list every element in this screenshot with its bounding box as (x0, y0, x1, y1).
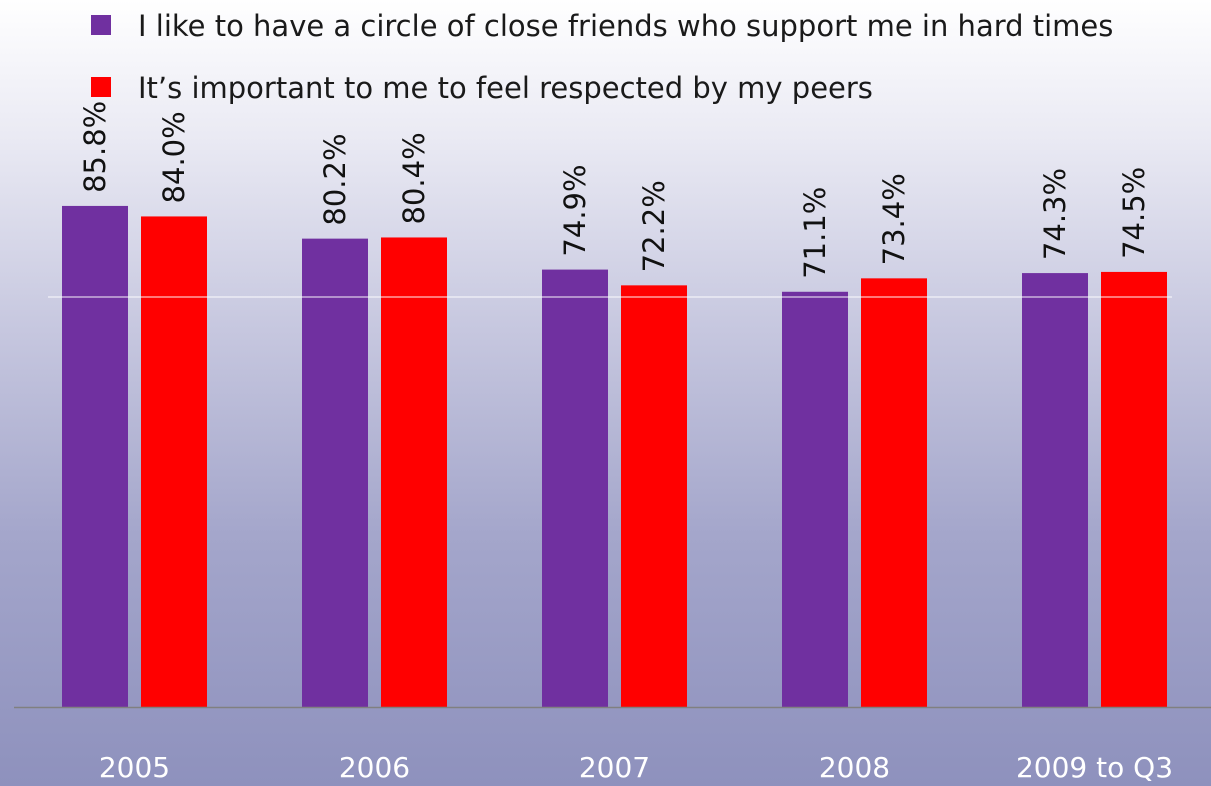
category-label-2008: 2008 (819, 751, 890, 784)
bar-2009-to-q3-series-2 (1101, 271, 1167, 707)
bar-2009-to-q3-series-1 (1022, 273, 1088, 707)
category-label-2005: 2005 (99, 751, 170, 784)
legend: I like to have a circle of close friends… (91, 9, 1113, 105)
data-label-2009-to-q3-series-2: 74.5% (1117, 167, 1151, 259)
bar-2008-series-2 (861, 278, 927, 707)
data-label-2006-series-1: 80.2% (318, 133, 352, 225)
legend-label-series-1: I like to have a circle of close friends… (138, 9, 1113, 43)
bar-2005-series-2 (141, 216, 207, 707)
bar-2007-series-1 (542, 269, 608, 707)
bar-2008-series-1 (782, 291, 848, 707)
data-label-2006-series-2: 80.4% (397, 132, 431, 224)
legend-swatch-series-1 (91, 15, 111, 35)
data-label-2007-series-1: 74.9% (558, 164, 592, 256)
legend-entry-series-2: It’s important to me to feel respected b… (91, 71, 873, 105)
data-label-2008-series-1: 71.1% (798, 187, 832, 279)
data-label-2009-to-q3-series-1: 74.3% (1038, 168, 1072, 260)
legend-swatch-series-2 (91, 77, 111, 97)
category-label-2009-to-q3: 2009 to Q3 (1016, 751, 1173, 784)
category-label-2006: 2006 (339, 751, 410, 784)
data-label-2007-series-2: 72.2% (637, 180, 671, 272)
bar-2006-series-2 (381, 237, 447, 708)
category-label-2007: 2007 (579, 751, 650, 784)
bar-2006-series-1 (302, 238, 368, 707)
bar-2005-series-1 (62, 205, 128, 708)
bar-2007-series-2 (621, 285, 687, 707)
legend-label-series-2: It’s important to me to feel respected b… (138, 71, 873, 105)
data-label-2005-series-1: 85.8% (78, 101, 112, 193)
legend-entry-series-1: I like to have a circle of close friends… (91, 9, 1113, 43)
data-label-2005-series-2: 84.0% (157, 111, 191, 203)
data-label-2008-series-2: 73.4% (877, 173, 911, 265)
plot-area: 85.8% 84.0% 2005 80.2% 80.4% 2006 74.9% 72.2% 20… (14, 101, 1211, 784)
